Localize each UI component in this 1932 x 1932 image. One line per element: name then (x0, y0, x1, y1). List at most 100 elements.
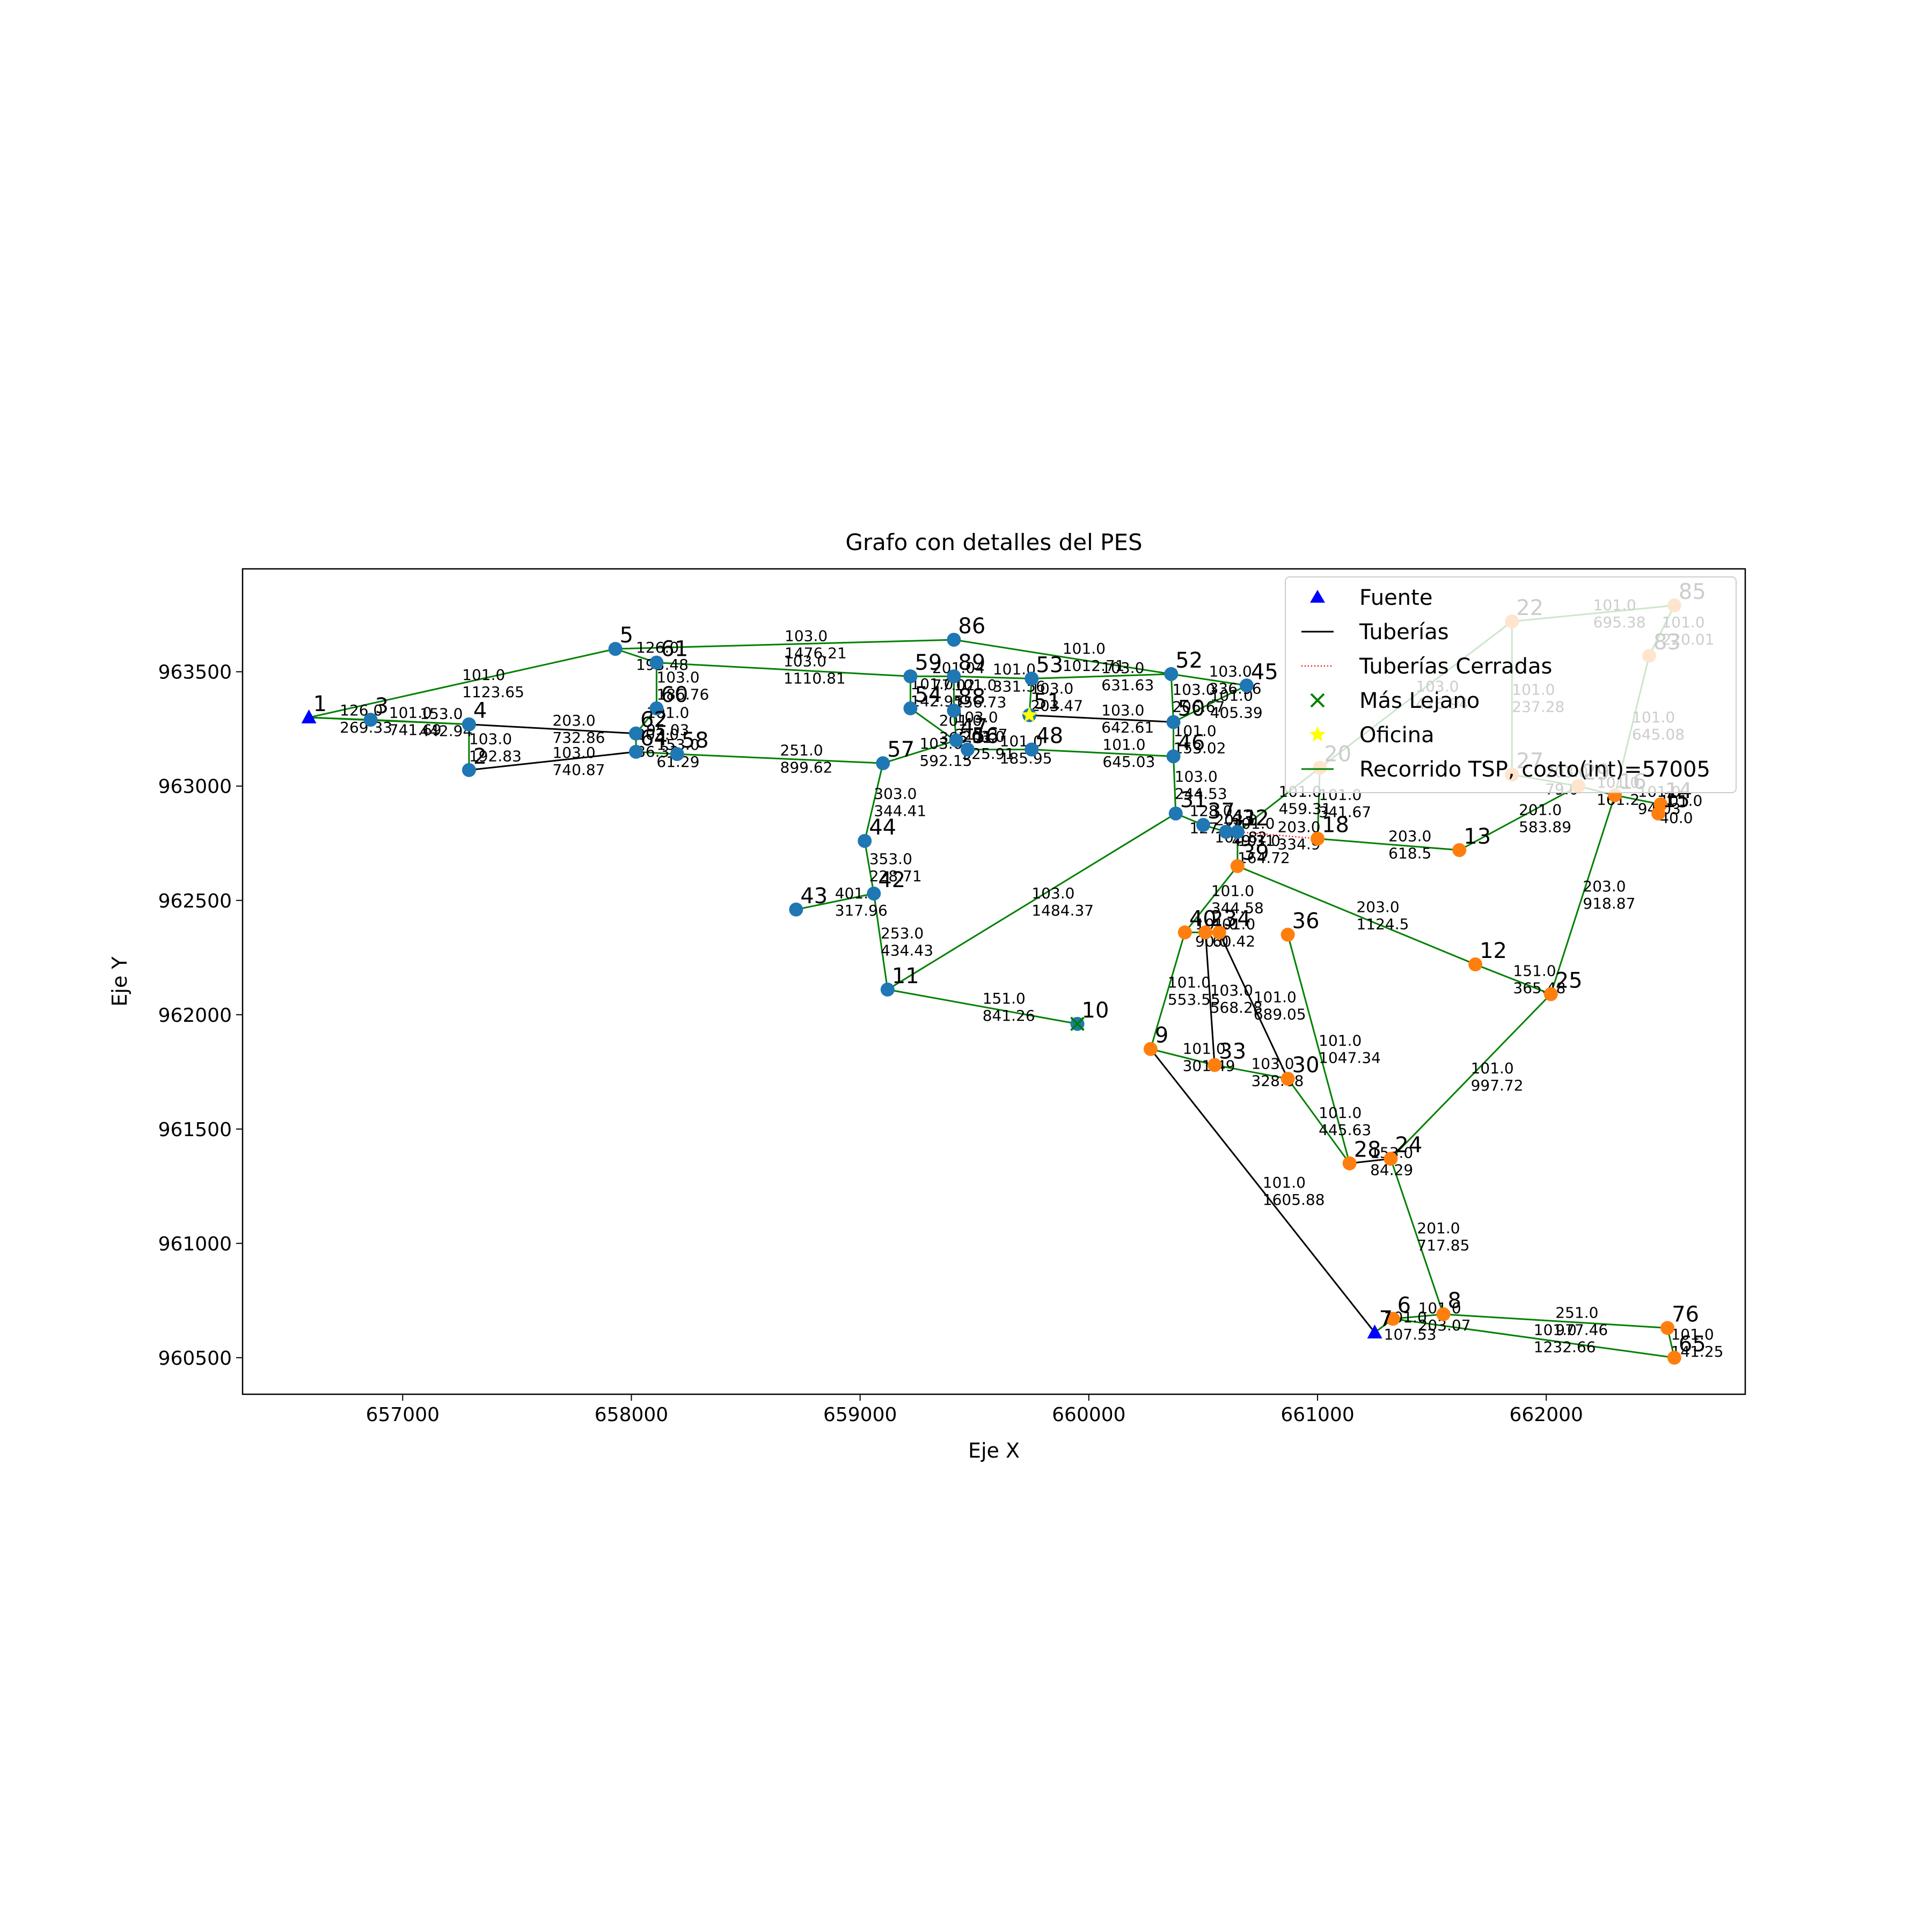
edge-label: 303.0 344.41 (874, 785, 926, 820)
pipe-edge-5-61 (615, 648, 657, 664)
pipe-edge-86-52 (954, 639, 1172, 675)
y-tick-label: 962000 (158, 1005, 232, 1027)
node-label-50: 50 (1178, 696, 1205, 721)
node-label-11: 11 (892, 964, 919, 989)
pipe-edge-34-30 (1218, 932, 1289, 1079)
node-label-59: 59 (914, 650, 942, 675)
edge-label: 101.0 645.03 (1102, 736, 1155, 771)
edge-label: 101.0 344.58 (1211, 882, 1264, 917)
edge-label: 101.0 153.02 (1174, 722, 1226, 757)
node-24 (1384, 1152, 1398, 1166)
edge-label: 203.0 618.5 (1388, 827, 1431, 862)
node-label-36: 36 (1292, 909, 1320, 934)
node-label-53: 53 (1036, 653, 1063, 677)
node-1-fuente (301, 709, 317, 723)
node-13 (1452, 843, 1467, 858)
edge-label: 253.0 434.43 (881, 924, 933, 959)
node-12 (1468, 957, 1483, 972)
node-56 (960, 742, 975, 757)
edge-label: 153.084.29 (1370, 1144, 1413, 1179)
node-88 (947, 704, 961, 718)
legend-star-icon (1309, 726, 1326, 742)
legend-entry-label: Más Lejano (1359, 689, 1480, 713)
node-label-54: 54 (914, 683, 942, 707)
edge-label: 203.0 732.86 (552, 712, 605, 747)
pipe-edge-48-46 (1031, 749, 1174, 757)
node-label-2: 2 (473, 744, 487, 769)
node-label-12: 12 (1480, 939, 1507, 963)
legend-box (1285, 576, 1737, 793)
node-label-88: 88 (958, 685, 985, 709)
node-23 (1198, 925, 1213, 940)
node-4 (462, 717, 476, 731)
node-61 (649, 655, 664, 670)
y-axis-label: Eje Y (108, 956, 131, 1007)
pipe-edge-33-30 (1214, 1064, 1288, 1080)
legend: Fuente Tuberías Tuberías Cerradas Más Lejan… (1285, 576, 1737, 793)
node-label-44: 44 (869, 815, 896, 840)
node-58 (670, 747, 684, 762)
node-label-51: 51 (1034, 690, 1061, 714)
pipe-edge-16-14 (1614, 794, 1661, 806)
node-14 (1653, 797, 1668, 811)
node-label-64: 64 (640, 726, 668, 751)
node-label-5: 5 (620, 623, 633, 648)
y-tick-label: 963000 (158, 776, 232, 798)
pipe-edge-18-13 (1317, 838, 1460, 851)
edge-label: 203.0 1124.5 (1356, 898, 1409, 933)
node-30 (1280, 1072, 1295, 1086)
chart-title: Grafo con detalles del PES (845, 529, 1142, 555)
node-label-18: 18 (1322, 813, 1349, 838)
mas-lejano-marker (1070, 1016, 1085, 1031)
node-label-30: 30 (1292, 1053, 1320, 1078)
node-52 (1164, 667, 1179, 681)
edge-label: 103.0 328.68 (1251, 1055, 1304, 1089)
pipe-edge-8-76 (1443, 1313, 1668, 1329)
pipe-edge-6-65 (1393, 1318, 1675, 1359)
node-43 (789, 902, 803, 917)
edge-label: 101.0 689.05 (1254, 989, 1306, 1023)
node-57 (876, 756, 890, 771)
pipe-edge-4-62 (469, 723, 636, 735)
legend-entry-label: Oficina (1359, 723, 1435, 748)
pipe-edge-42-11 (873, 893, 889, 990)
edge-label: 201.0 717.85 (1417, 1219, 1469, 1254)
node-label-1: 1 (313, 692, 327, 716)
node-label-32: 32 (1242, 806, 1269, 831)
node-2 (462, 763, 476, 777)
edge-label: 101.0 553.55 (1168, 974, 1220, 1008)
oficina-marker (1021, 706, 1038, 722)
edge-label: 101.0 445.63 (1319, 1104, 1371, 1139)
node-label-56: 56 (972, 724, 999, 749)
node-46 (1166, 749, 1181, 764)
pipe-edge-11-10 (887, 989, 1078, 1025)
pipe-edge-46-31 (1173, 756, 1177, 814)
node-label-8: 8 (1447, 1289, 1461, 1313)
node-86 (947, 633, 961, 647)
edge-label: 101.0 1047.34 (1319, 1032, 1381, 1067)
edge-label: 103.0 642.61 (1101, 701, 1154, 736)
legend-fuente-icon (1310, 590, 1325, 603)
node-7-fuente (1367, 1324, 1382, 1338)
x-tick-label: 660000 (1052, 1404, 1125, 1426)
node-31 (1168, 806, 1183, 821)
edge-label: 103.0 568.28 (1210, 982, 1263, 1016)
node-37 (1196, 818, 1210, 832)
edge-label: 103.0 740.87 (552, 744, 605, 779)
node-33 (1208, 1058, 1222, 1072)
node-label-13: 13 (1463, 824, 1491, 849)
node-label-23: 23 (1210, 906, 1237, 931)
pipe-edge-52-45 (1171, 673, 1247, 686)
node-label-46: 46 (1178, 730, 1205, 755)
node-64 (629, 744, 643, 759)
node-11 (880, 982, 895, 997)
node-label-7: 7 (1379, 1307, 1393, 1331)
x-tick-label: 659000 (823, 1404, 897, 1426)
y-tick-label: 963500 (158, 662, 232, 684)
node-42 (867, 886, 881, 901)
node-label-25: 25 (1555, 968, 1583, 993)
pipe-edge-42-43 (796, 892, 874, 911)
pipe-edge-4-1 (309, 716, 469, 726)
node-label-41: 41 (1231, 806, 1258, 831)
pipe-edge-2-64 (469, 751, 636, 771)
